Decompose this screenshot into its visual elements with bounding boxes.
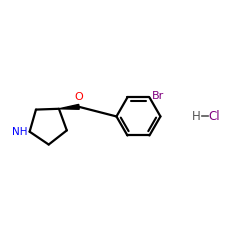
Text: NH: NH bbox=[12, 127, 27, 137]
Polygon shape bbox=[59, 104, 79, 109]
Text: O: O bbox=[74, 92, 83, 102]
Text: Br: Br bbox=[152, 92, 164, 102]
Text: Cl: Cl bbox=[208, 110, 220, 123]
Text: H: H bbox=[192, 110, 201, 123]
